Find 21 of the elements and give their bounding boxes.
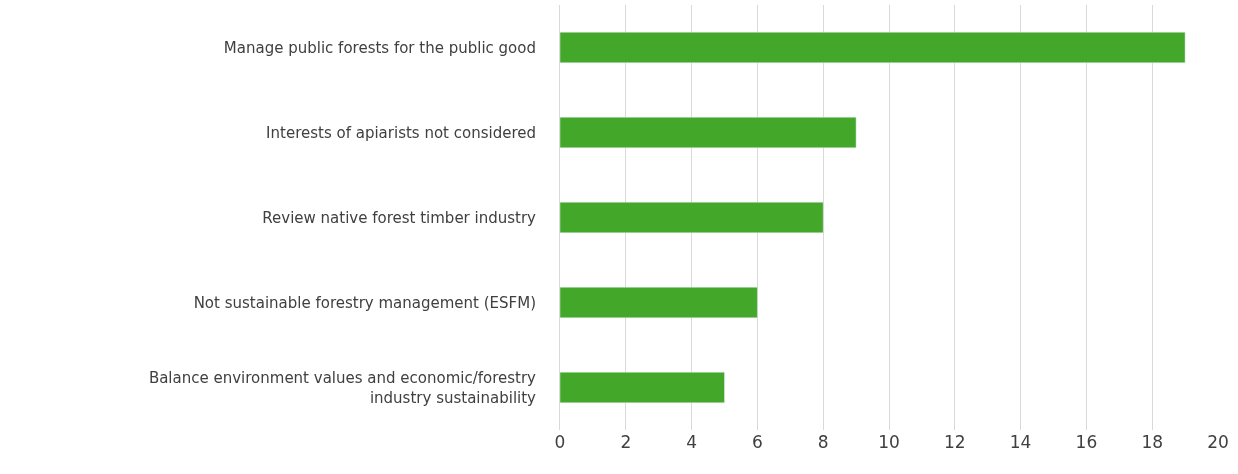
x-tick-label: 10: [878, 432, 900, 452]
x-tick-label: 8: [817, 432, 829, 452]
bar: [560, 116, 857, 149]
x-tick-label: 6: [751, 432, 763, 452]
x-tick-label: 16: [1075, 432, 1098, 452]
y-tick-label: Manage public forests for the public good: [223, 38, 536, 57]
y-tick-label: Interests of apiarists not considered: [266, 123, 536, 142]
x-tick-label: 4: [686, 432, 698, 452]
bar: [560, 201, 824, 234]
x-tick-label: 0: [554, 432, 566, 452]
x-tick-label: 14: [1009, 432, 1032, 452]
x-tick-label: 2: [620, 432, 632, 452]
bar: [560, 286, 758, 319]
x-tick-label: 20: [1207, 432, 1229, 452]
bar: [560, 371, 725, 404]
y-tick-label: Not sustainable forestry management (ESFM): [193, 293, 536, 312]
y-tick-label: Review native forest timber industry: [262, 208, 537, 227]
x-tick-label: 12: [943, 432, 966, 452]
x-tick-label: 18: [1141, 432, 1164, 452]
y-tick-label: Balance environment values and economic/forestry industry sustainability: [148, 369, 537, 407]
bar: [560, 31, 1186, 64]
